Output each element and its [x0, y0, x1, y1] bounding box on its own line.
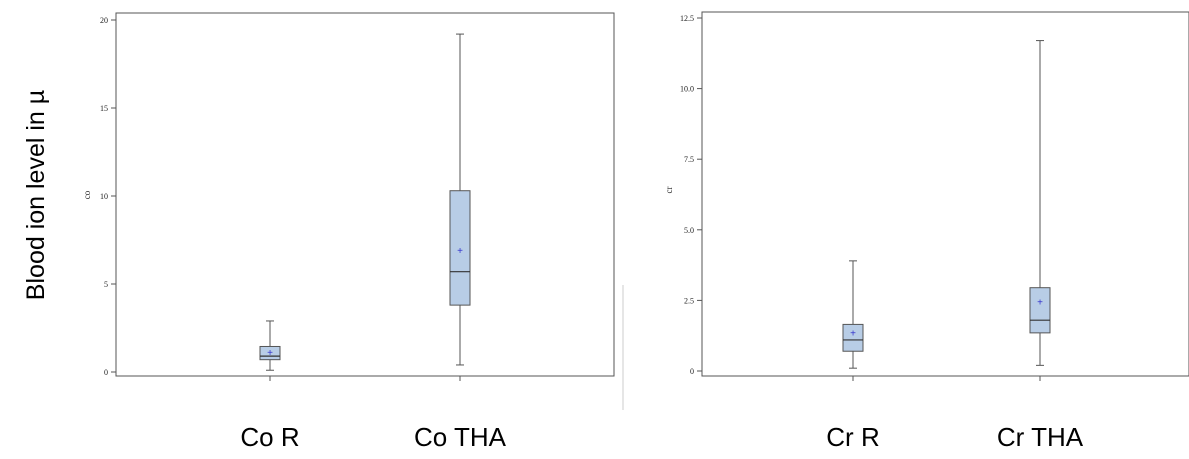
y-tick-label: 2.5 [684, 296, 694, 305]
mean-marker: + [850, 328, 856, 339]
y-tick-label: 10 [100, 192, 108, 201]
y-axis-title: Blood ion level in µ [22, 90, 50, 300]
box-plot-cr-tha: + Cr THA [997, 40, 1084, 452]
iqr-box [1029, 287, 1051, 334]
category-label: Cr THA [997, 422, 1084, 452]
y-tick-label: 20 [100, 16, 108, 25]
mean-marker: + [457, 246, 463, 257]
y-tick-label: 5 [104, 280, 108, 289]
y-tick-label: 12.5 [680, 14, 694, 23]
y-tick-label: 7.5 [684, 155, 694, 164]
y-tick-label: 15 [100, 104, 108, 113]
plot-frame [701, 11, 1189, 377]
y-axis-label: co [82, 190, 92, 199]
mean-marker: + [267, 348, 273, 359]
y-tick-label: 5.0 [684, 226, 694, 235]
category-label: Co R [240, 422, 299, 452]
mean-marker: + [1037, 297, 1043, 308]
iqr-box [449, 190, 471, 306]
plot-frame [115, 12, 615, 377]
box-plot-co-r: + Co R [240, 320, 300, 452]
box-plot-cr-r: + Cr R [826, 260, 880, 452]
iqr-box [842, 323, 864, 352]
y-axis-label: cr [664, 187, 674, 194]
box-plot-co-tha: + Co THA [414, 33, 507, 452]
y-tick-label: 0 [104, 368, 108, 377]
chart-panel-cobalt: co 0 5 10 15 20 + Co R + Co THA [82, 12, 615, 452]
y-tick-label: 10.0 [680, 85, 694, 94]
chart-panel-chromium: cr 0 2.5 5.0 7.5 10.0 12.5 + Cr R + Cr THA [664, 11, 1189, 452]
category-label: Co THA [414, 422, 507, 452]
y-tick-label: 0 [690, 367, 694, 376]
category-label: Cr R [826, 422, 879, 452]
